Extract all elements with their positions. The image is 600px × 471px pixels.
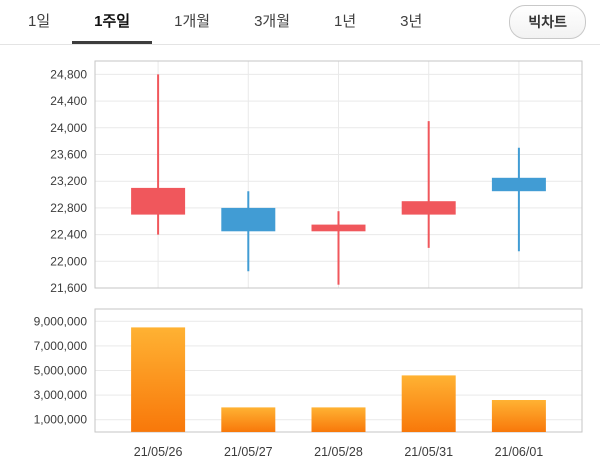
svg-text:24,400: 24,400: [50, 94, 87, 108]
svg-text:24,800: 24,800: [50, 67, 87, 81]
tab-3year[interactable]: 3년: [400, 13, 423, 30]
svg-text:21/05/28: 21/05/28: [314, 445, 363, 459]
tab-1month[interactable]: 1개월: [174, 13, 211, 30]
svg-text:24,000: 24,000: [50, 121, 87, 135]
svg-text:21/05/27: 21/05/27: [224, 445, 273, 459]
big-chart-button[interactable]: 빅차트: [509, 5, 586, 39]
svg-text:23,600: 23,600: [50, 148, 87, 162]
svg-text:9,000,000: 9,000,000: [34, 314, 88, 328]
candlestick-chart: 21,600 22,000 22,400 22,800 23,200 23,600 24,0…: [50, 60, 583, 295]
svg-text:23,200: 23,200: [50, 174, 87, 188]
tab-1week[interactable]: 1주일: [72, 0, 153, 44]
svg-text:21/05/31: 21/05/31: [404, 445, 453, 459]
svg-text:22,800: 22,800: [50, 201, 87, 215]
svg-text:5,000,000: 5,000,000: [34, 364, 88, 378]
svg-text:22,400: 22,400: [50, 228, 87, 242]
tab-1day[interactable]: 1일: [28, 13, 51, 30]
svg-text:21/05/26: 21/05/26: [134, 445, 183, 459]
svg-text:22,000: 22,000: [50, 254, 87, 268]
tab-3month[interactable]: 3개월: [254, 13, 291, 30]
tab-1year[interactable]: 1년: [334, 13, 357, 30]
volume-chart: 1,000,000 3,000,000 5,000,000 7,000,000 9,00…: [34, 308, 583, 459]
svg-text:1,000,000: 1,000,000: [34, 413, 88, 427]
svg-text:3,000,000: 3,000,000: [34, 388, 88, 402]
svg-text:21,600: 21,600: [50, 281, 87, 295]
svg-text:7,000,000: 7,000,000: [34, 339, 88, 353]
chart-period-tabbar: 1일 1주일 1개월 3개월 1년 3년 빅차트: [0, 0, 600, 45]
svg-text:21/06/01: 21/06/01: [495, 445, 544, 459]
